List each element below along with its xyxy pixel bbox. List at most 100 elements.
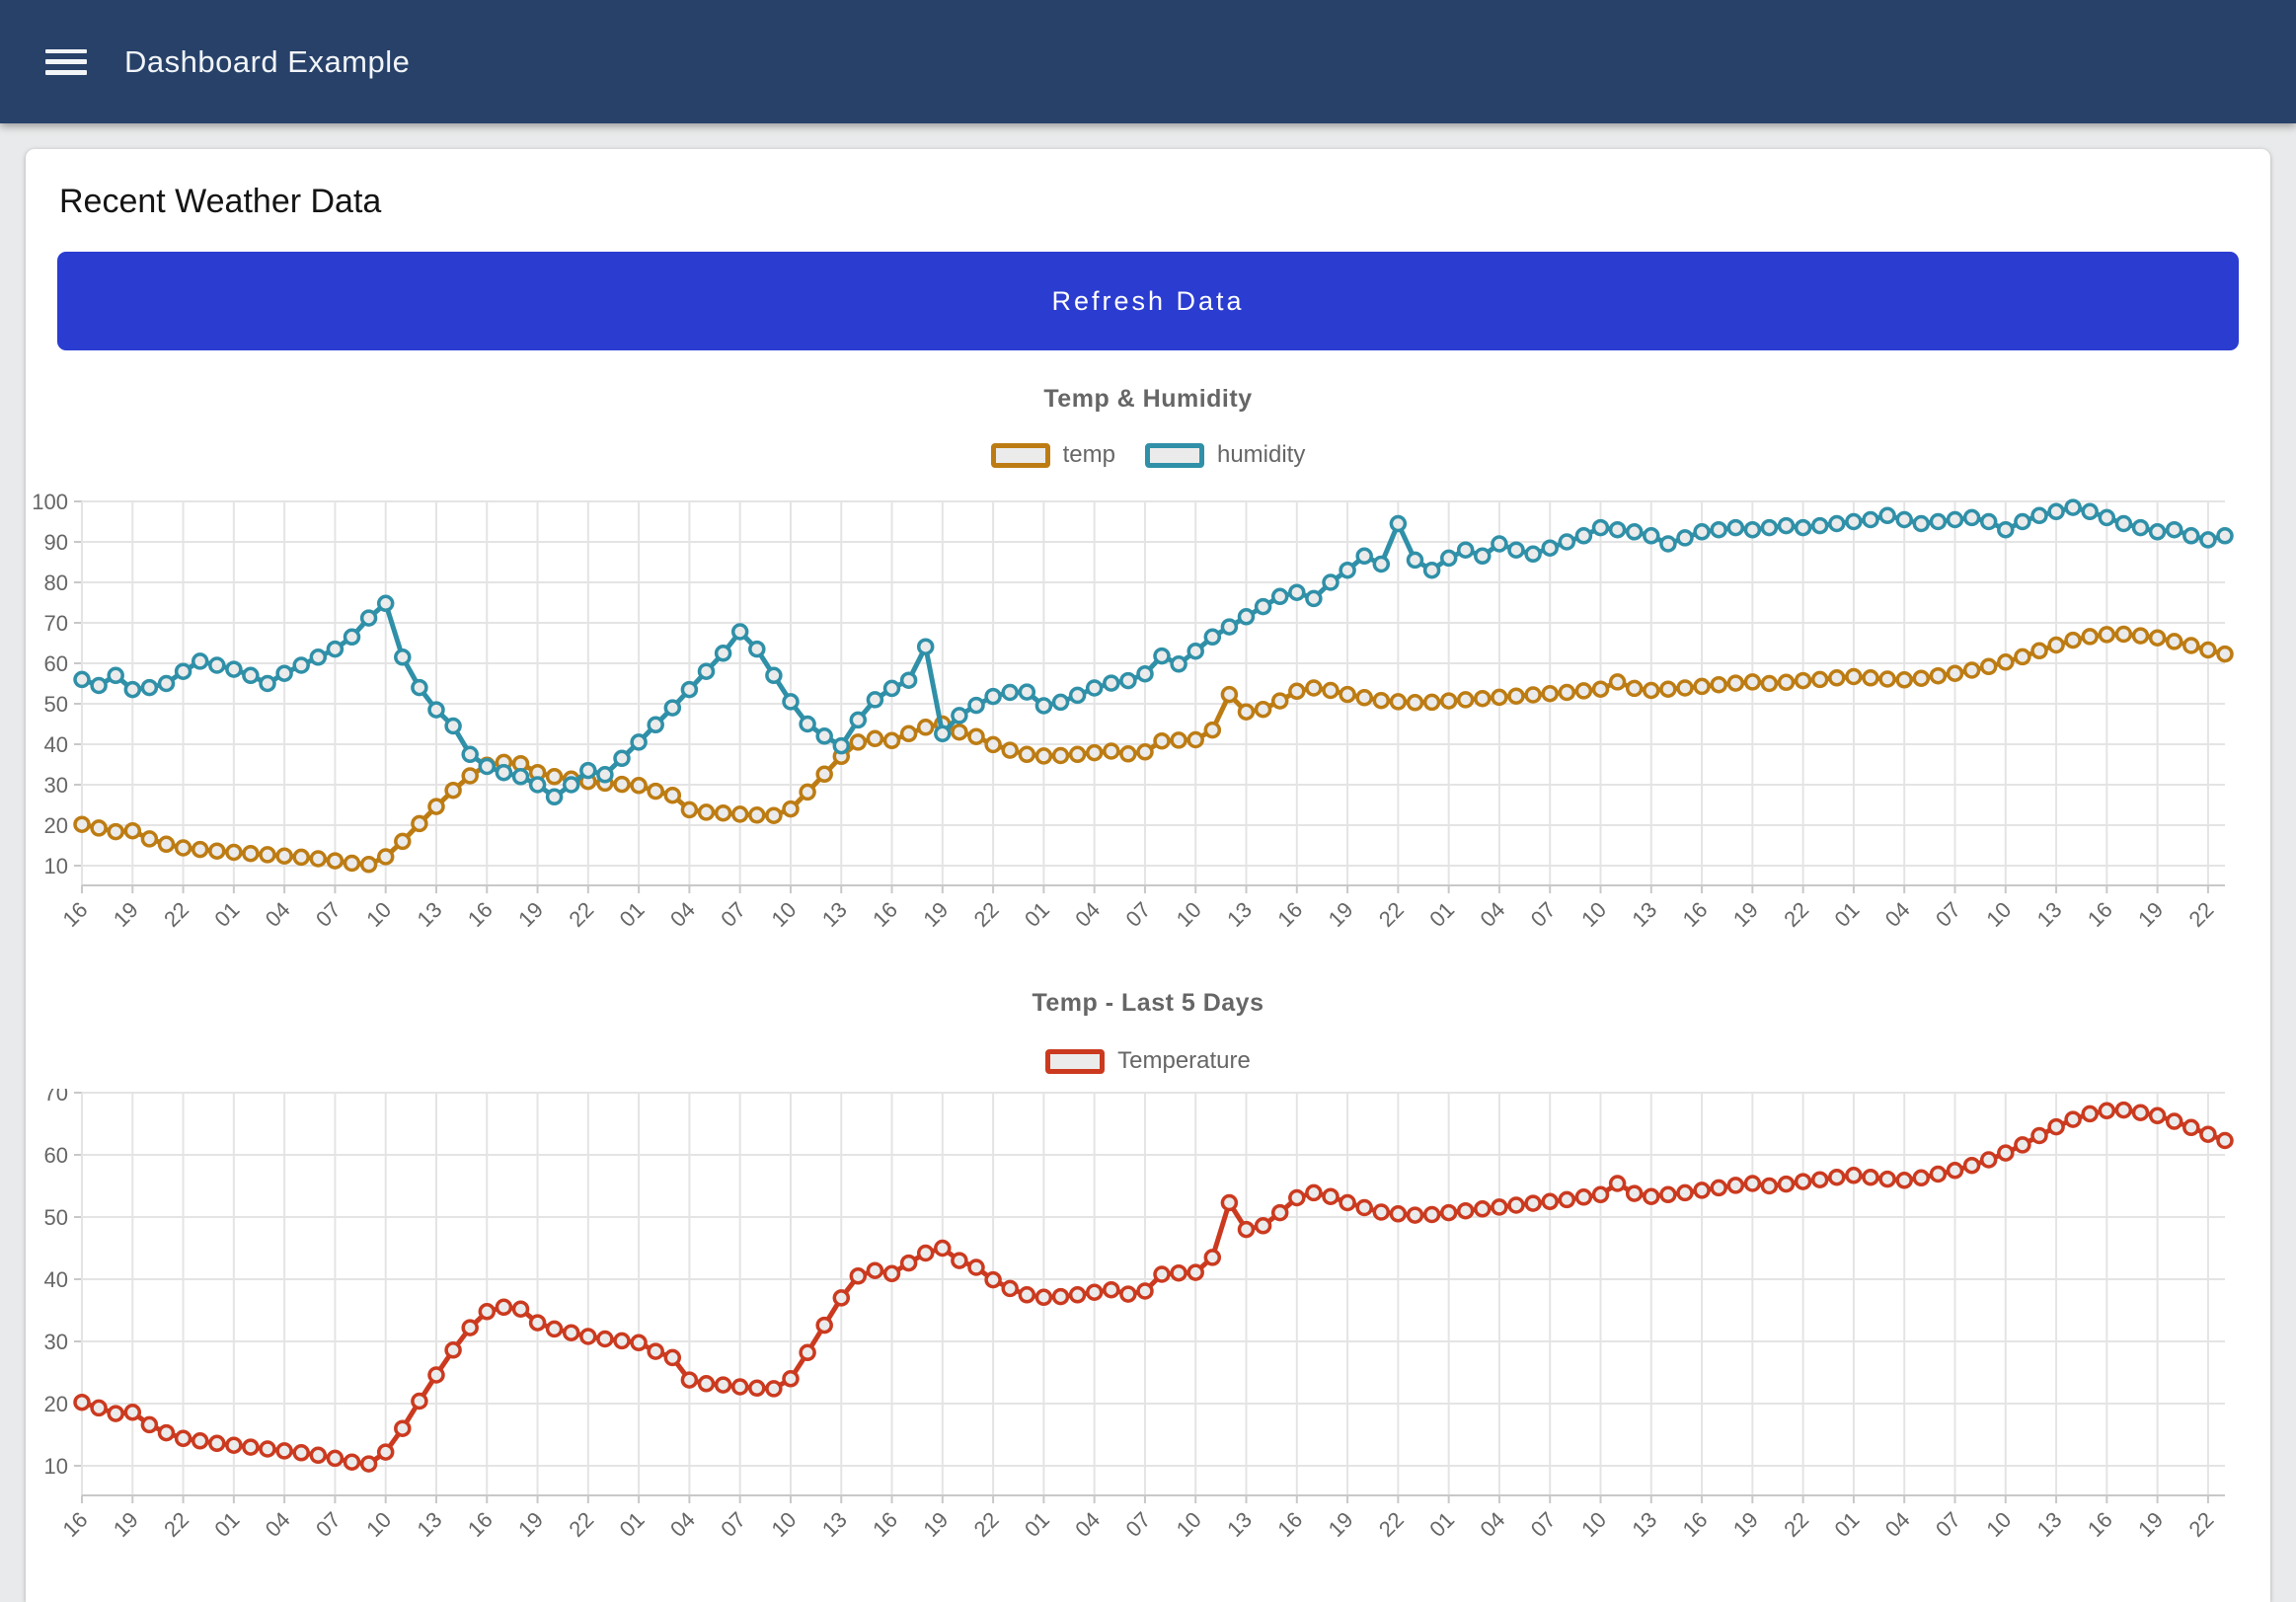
svg-text:07: 07 [311,1507,345,1542]
svg-text:22: 22 [1779,897,1813,932]
svg-text:19: 19 [1324,1507,1358,1542]
svg-text:19: 19 [513,1507,548,1542]
svg-text:07: 07 [1526,897,1561,932]
legend-item-temp[interactable]: temp [990,441,1115,469]
temperature-legend-label: Temperature [1117,1047,1251,1074]
svg-text:22: 22 [969,897,1004,932]
chart1-legend: temp humidity [26,437,2270,473]
svg-text:10: 10 [1576,897,1611,932]
svg-text:16: 16 [463,897,497,932]
svg-text:07: 07 [1931,1507,1965,1542]
chart1-title: Temp & Humidity [1043,385,1253,413]
svg-text:22: 22 [2183,1507,2218,1542]
svg-text:16: 16 [58,1507,93,1542]
svg-text:19: 19 [918,1507,953,1542]
svg-text:22: 22 [564,1507,598,1542]
svg-text:13: 13 [1222,1507,1257,1542]
svg-text:22: 22 [2183,897,2218,932]
svg-text:01: 01 [615,897,650,932]
svg-text:01: 01 [209,897,244,932]
svg-text:22: 22 [1779,1507,1813,1542]
svg-text:13: 13 [1627,1507,1661,1542]
svg-text:50: 50 [44,692,68,717]
svg-text:19: 19 [109,1507,143,1542]
svg-text:60: 60 [44,651,68,676]
svg-text:07: 07 [716,1507,750,1542]
svg-text:04: 04 [261,897,295,932]
svg-text:07: 07 [716,897,750,932]
svg-text:16: 16 [463,1507,497,1542]
svg-text:20: 20 [44,813,68,838]
svg-text:01: 01 [1020,897,1054,932]
svg-text:60: 60 [44,1143,68,1168]
svg-text:16: 16 [868,1507,902,1542]
svg-text:10: 10 [1172,1507,1206,1542]
svg-text:01: 01 [1424,1507,1459,1542]
svg-text:01: 01 [209,1507,244,1542]
hamburger-menu-icon[interactable] [45,45,91,79]
svg-text:01: 01 [1829,1507,1864,1542]
app-header: Dashboard Example [0,0,2296,123]
svg-text:04: 04 [1070,897,1105,932]
page-title: Recent Weather Data [59,183,382,220]
svg-text:10: 10 [1576,1507,1611,1542]
refresh-data-button[interactable]: Refresh Data [57,252,2239,350]
chart2-title: Temp - Last 5 Days [1032,989,1264,1017]
svg-text:22: 22 [1374,897,1409,932]
svg-text:13: 13 [817,897,852,932]
svg-text:90: 90 [44,530,68,555]
svg-text:19: 19 [513,897,548,932]
svg-text:20: 20 [44,1392,68,1416]
svg-text:16: 16 [1272,897,1307,932]
svg-text:10: 10 [361,1507,396,1542]
svg-text:40: 40 [44,1267,68,1292]
svg-text:01: 01 [615,1507,650,1542]
svg-text:04: 04 [665,1507,700,1542]
temp-humidity-line-chart: 100 90 80 70 60 50 40 30 20 10 16 19 22 01 04 07 10 13 16 1… [32,490,2234,932]
svg-text:22: 22 [159,897,193,932]
svg-text:10: 10 [361,897,396,932]
svg-text:22: 22 [159,1507,193,1542]
svg-text:13: 13 [413,897,447,932]
svg-text:30: 30 [44,1330,68,1354]
hamburger-bar [45,59,87,64]
svg-text:70: 70 [44,611,68,636]
svg-text:16: 16 [868,897,902,932]
svg-text:13: 13 [413,1507,447,1542]
svg-text:07: 07 [1931,897,1965,932]
svg-text:10: 10 [767,1507,802,1542]
content-card: Recent Weather Data Refresh Data Temp & … [26,149,2270,1602]
svg-text:50: 50 [44,1205,68,1230]
svg-text:19: 19 [1728,897,1763,932]
svg-text:19: 19 [109,897,143,932]
legend-item-temperature[interactable]: Temperature [1045,1047,1251,1075]
svg-text:04: 04 [1880,1507,1915,1542]
svg-text:16: 16 [1678,897,1713,932]
svg-text:04: 04 [1475,1507,1509,1542]
svg-text:22: 22 [1374,1507,1409,1542]
humidity-legend-swatch [1144,442,1204,468]
temperature-legend-swatch [1045,1048,1106,1074]
svg-text:10: 10 [44,854,68,878]
svg-text:07: 07 [1526,1507,1561,1542]
svg-text:19: 19 [1728,1507,1763,1542]
page-background: Recent Weather Data Refresh Data Temp & … [0,149,2296,1602]
hamburger-bar [45,70,87,75]
temp-legend-swatch [990,442,1050,468]
svg-text:19: 19 [2133,1507,2168,1542]
svg-text:13: 13 [2032,897,2067,932]
svg-text:19: 19 [1324,897,1358,932]
svg-text:07: 07 [311,897,345,932]
svg-text:16: 16 [1272,1507,1307,1542]
chart-temp-last-5-days: Temp - Last 5 Days Temperature 70 60 50 40 3… [26,988,2270,1563]
hamburger-bar [45,48,87,53]
svg-text:40: 40 [44,732,68,757]
chart2-legend: Temperature [26,1043,2270,1079]
svg-text:07: 07 [1120,1507,1155,1542]
svg-text:22: 22 [969,1507,1004,1542]
legend-item-humidity[interactable]: humidity [1144,441,1305,469]
svg-text:01: 01 [1829,897,1864,932]
app-title: Dashboard Example [124,43,411,79]
svg-text:22: 22 [564,897,598,932]
temperature-line-chart: 70 60 50 40 30 20 10 16 19 22 01 04 07 10 13 16 19 22 01 04… [44,1089,2234,1542]
